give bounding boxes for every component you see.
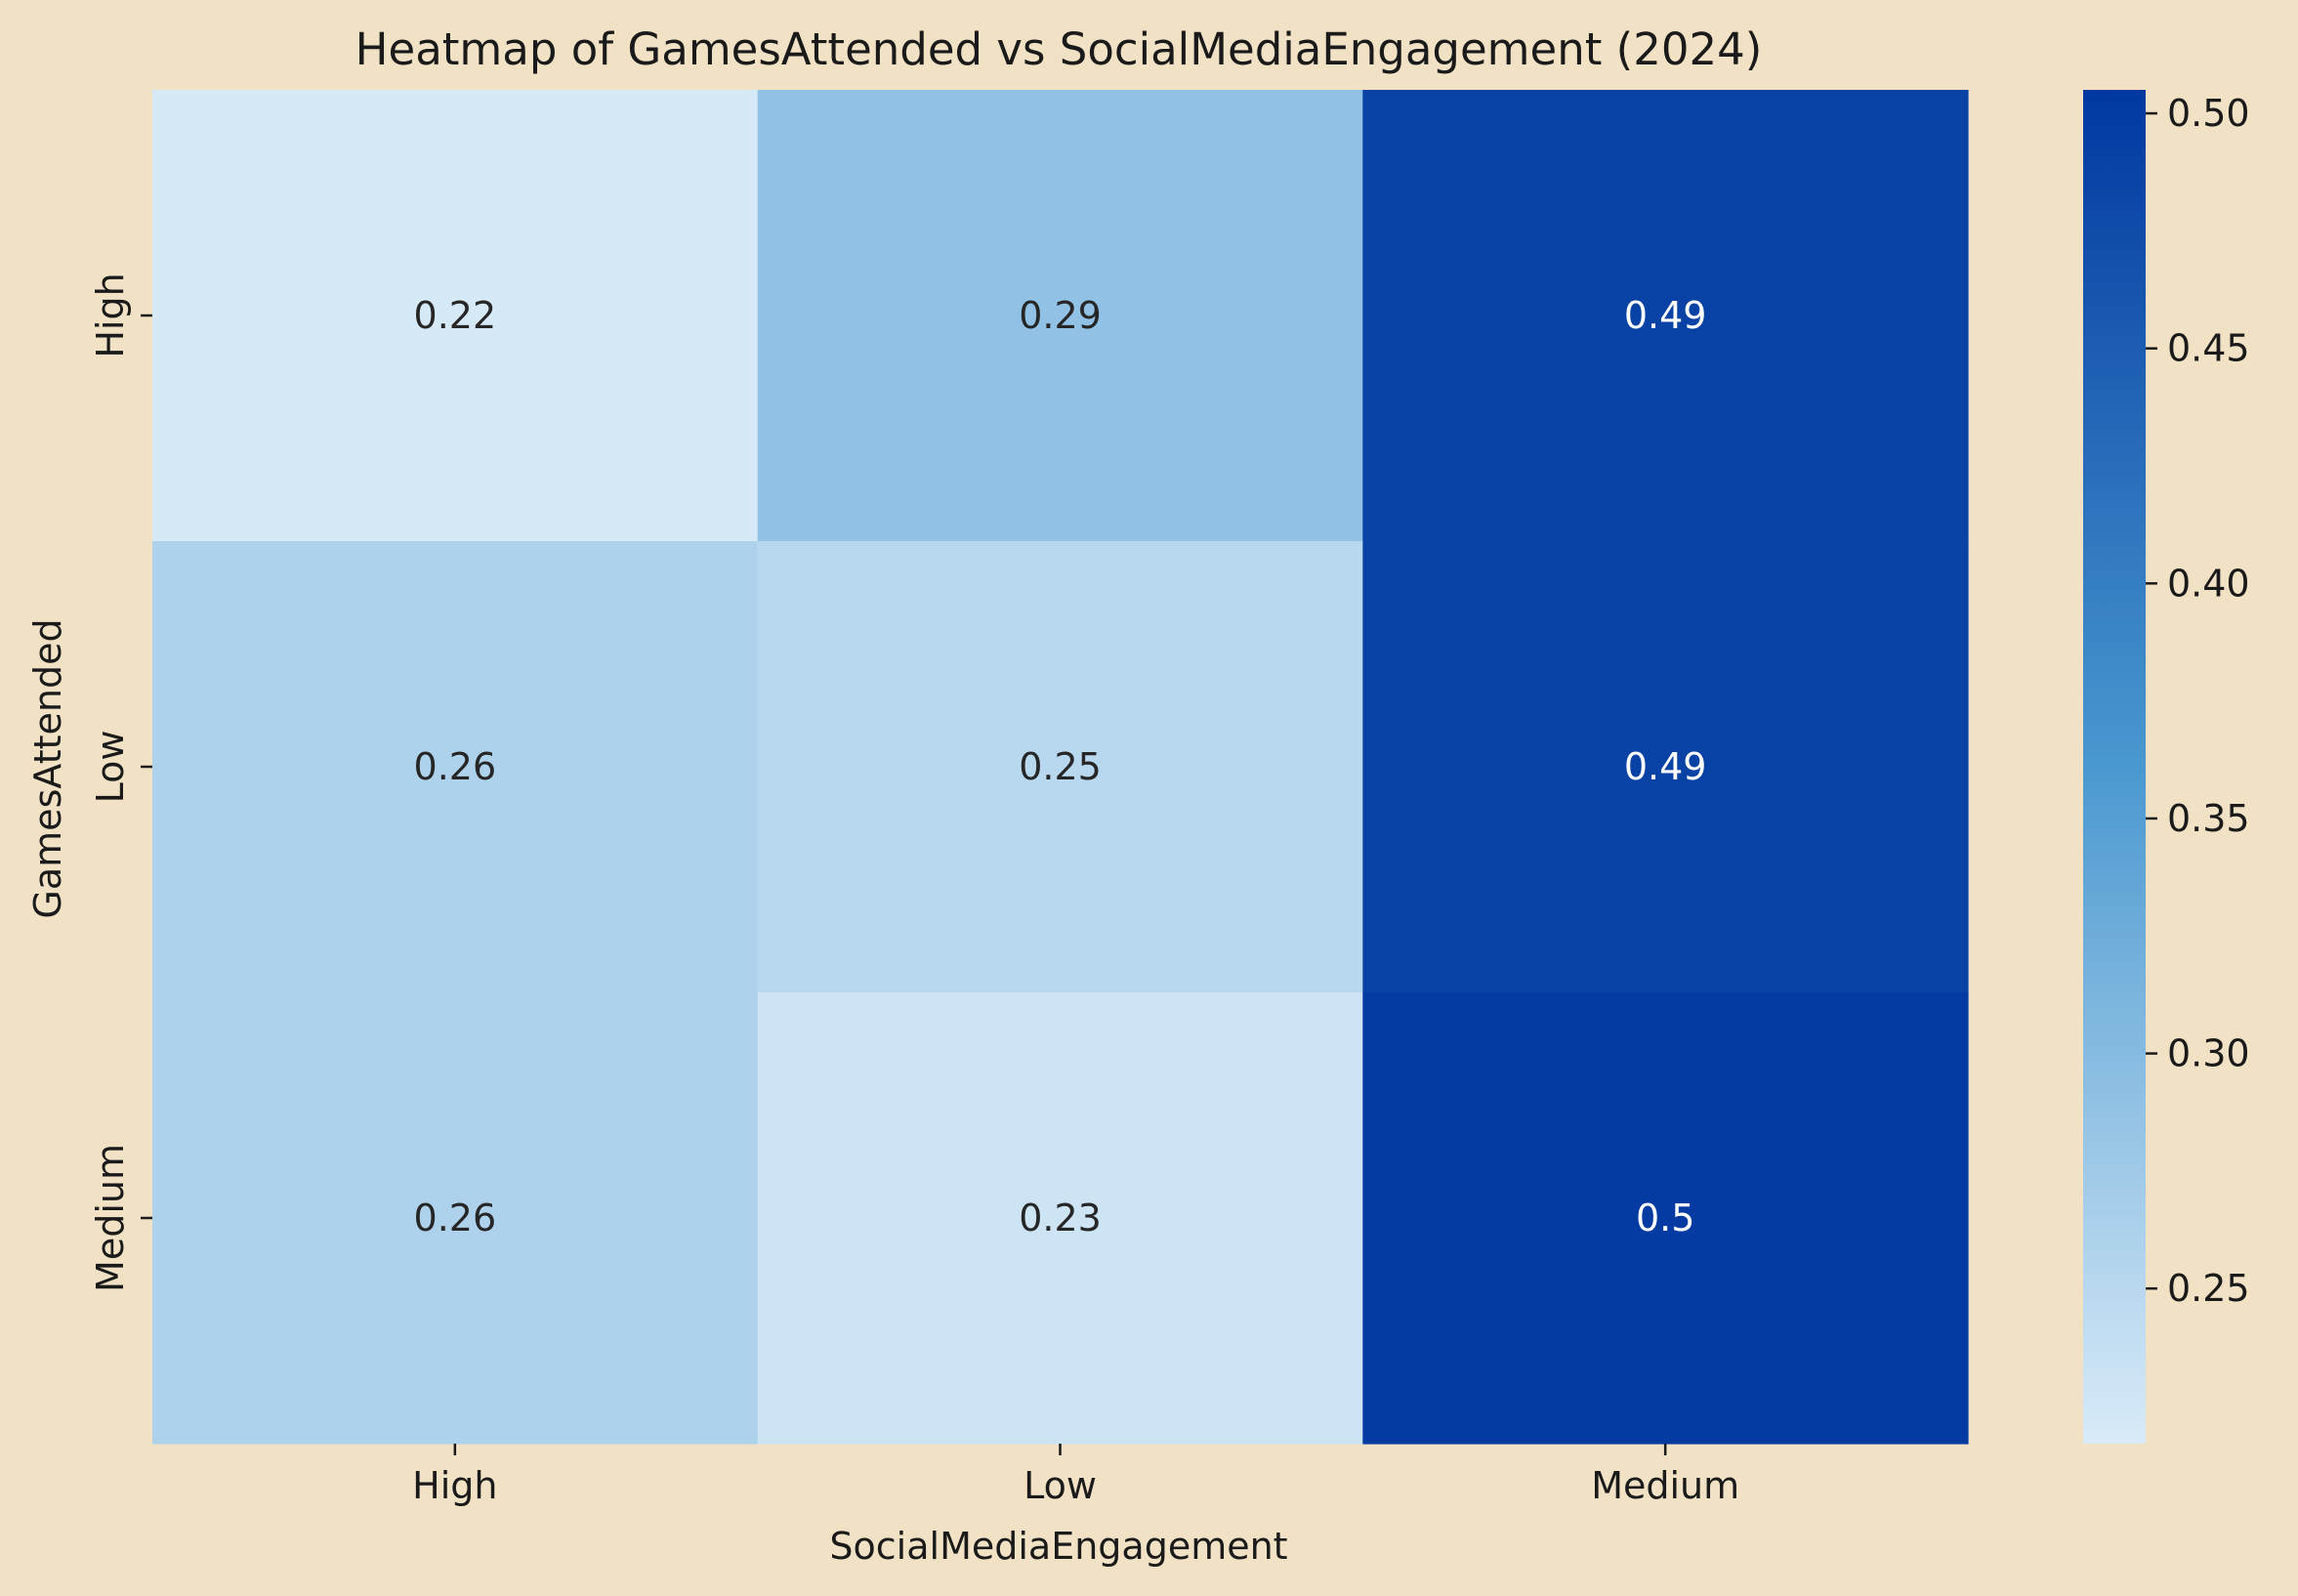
heatmap-cell: [152, 992, 759, 1445]
cell-value-label: 0.26: [414, 745, 497, 788]
x-axis-label: SocialMediaEngagement: [829, 1525, 1287, 1568]
y-axis-label: GamesAttended: [26, 618, 69, 918]
colorbar-tick-label: 0.40: [2167, 562, 2250, 605]
heatmap-cell: [1362, 90, 1969, 542]
heatmap-cells: 0.22 0.29 0.49 0.26 0.25 0.49 0.26 0.23 0.5: [152, 90, 1969, 1445]
y-axis: High Low Medium: [89, 273, 152, 1292]
heatmap-cell: [757, 992, 1363, 1445]
cell-value-label: 0.49: [1624, 294, 1707, 337]
colorbar-tick-label: 0.45: [2167, 327, 2250, 370]
heatmap-cell: [757, 90, 1363, 542]
cell-value-label: 0.22: [414, 294, 497, 337]
colorbar: [2083, 90, 2146, 1444]
y-tick-label: Medium: [89, 1144, 132, 1292]
colorbar-tick-label: 0.50: [2167, 92, 2250, 135]
colorbar-tick-label: 0.30: [2167, 1032, 2250, 1075]
chart-title: Heatmap of GamesAttended vs SocialMediaE…: [355, 23, 1763, 75]
cell-value-label: 0.29: [1019, 294, 1102, 337]
heatmap-cell: [757, 541, 1363, 993]
colorbar-tick-label: 0.25: [2167, 1267, 2250, 1310]
heatmap-cell: [152, 541, 759, 993]
x-tick-label: High: [412, 1464, 497, 1507]
heatmap-cell: [152, 90, 759, 542]
x-axis: High Low Medium: [412, 1444, 1739, 1507]
cell-value-label: 0.5: [1636, 1197, 1694, 1239]
colorbar-tick-label: 0.35: [2167, 797, 2250, 840]
cell-value-label: 0.25: [1019, 745, 1102, 788]
x-tick-label: Low: [1024, 1464, 1097, 1507]
y-tick-label: Low: [89, 731, 132, 804]
cell-value-label: 0.23: [1019, 1197, 1102, 1239]
colorbar-ticks: 0.25 0.30 0.35 0.40 0.45 0.50: [2146, 92, 2250, 1310]
cell-value-label: 0.26: [414, 1197, 497, 1239]
heatmap-cell: [1362, 992, 1969, 1445]
heatmap-cell: [1362, 541, 1969, 993]
x-tick-label: Medium: [1591, 1464, 1739, 1507]
y-tick-label: High: [89, 273, 132, 357]
cell-value-label: 0.49: [1624, 745, 1707, 788]
